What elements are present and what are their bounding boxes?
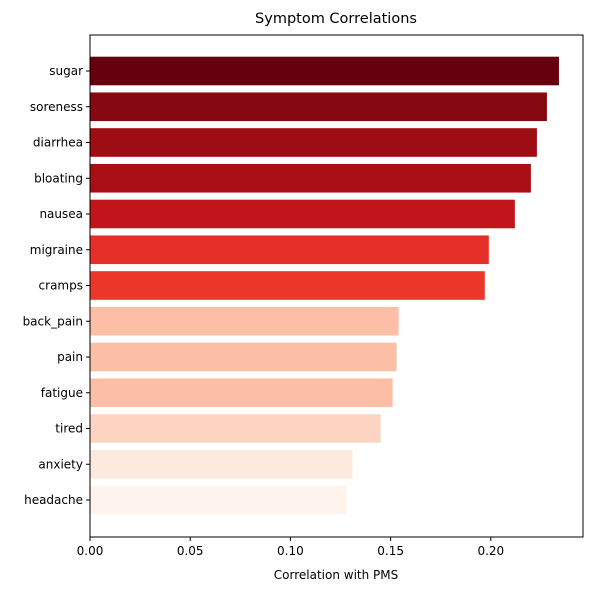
bar-sugar	[90, 56, 559, 86]
chart-title: Symptom Correlations	[255, 11, 417, 27]
x-tick-label: 0.05	[177, 544, 204, 558]
y-tick-label-back-pain: back_pain	[23, 314, 83, 328]
y-tick-label-anxiety: anxiety	[38, 457, 83, 471]
y-tick-label-pain: pain	[57, 350, 83, 364]
y-tick-label-migraine: migraine	[30, 243, 83, 257]
bar-bloating	[90, 163, 531, 193]
bar-nausea	[90, 199, 515, 229]
y-tick-label-cramps: cramps	[39, 279, 83, 293]
x-tick-label: 0.15	[377, 544, 404, 558]
bar-diarrhea	[90, 128, 537, 157]
y-tick-label-sugar: sugar	[49, 64, 83, 78]
x-axis-label: Correlation with PMS	[274, 568, 398, 582]
x-tick-label: 0.00	[77, 544, 104, 558]
y-tick-label-soreness: soreness	[30, 100, 83, 114]
y-tick-label-diarrhea: diarrhea	[33, 136, 83, 150]
bar-pain	[90, 342, 397, 372]
bars-group	[90, 56, 559, 515]
bar-cramps	[90, 271, 485, 300]
bar-soreness	[90, 92, 547, 122]
bar-anxiety	[90, 449, 353, 479]
y-tick-label-bloating: bloating	[34, 171, 83, 185]
x-tick-label: 0.10	[277, 544, 304, 558]
y-tick-label-headache: headache	[24, 493, 83, 507]
y-tick-label-fatigue: fatigue	[41, 386, 83, 400]
y-tick-label-tired: tired	[55, 422, 83, 436]
x-axis: 0.00 0.05 0.10 0.15 0.20	[77, 537, 504, 558]
bar-back-pain	[90, 306, 399, 336]
x-tick-label: 0.20	[477, 544, 504, 558]
bar-tired	[90, 414, 381, 443]
bar-migraine	[90, 235, 489, 265]
bar-headache	[90, 485, 347, 515]
bar-fatigue	[90, 378, 393, 408]
y-tick-label-nausea: nausea	[39, 207, 83, 221]
y-axis: sugar soreness diarrhea bloating nausea migra…	[23, 64, 90, 507]
